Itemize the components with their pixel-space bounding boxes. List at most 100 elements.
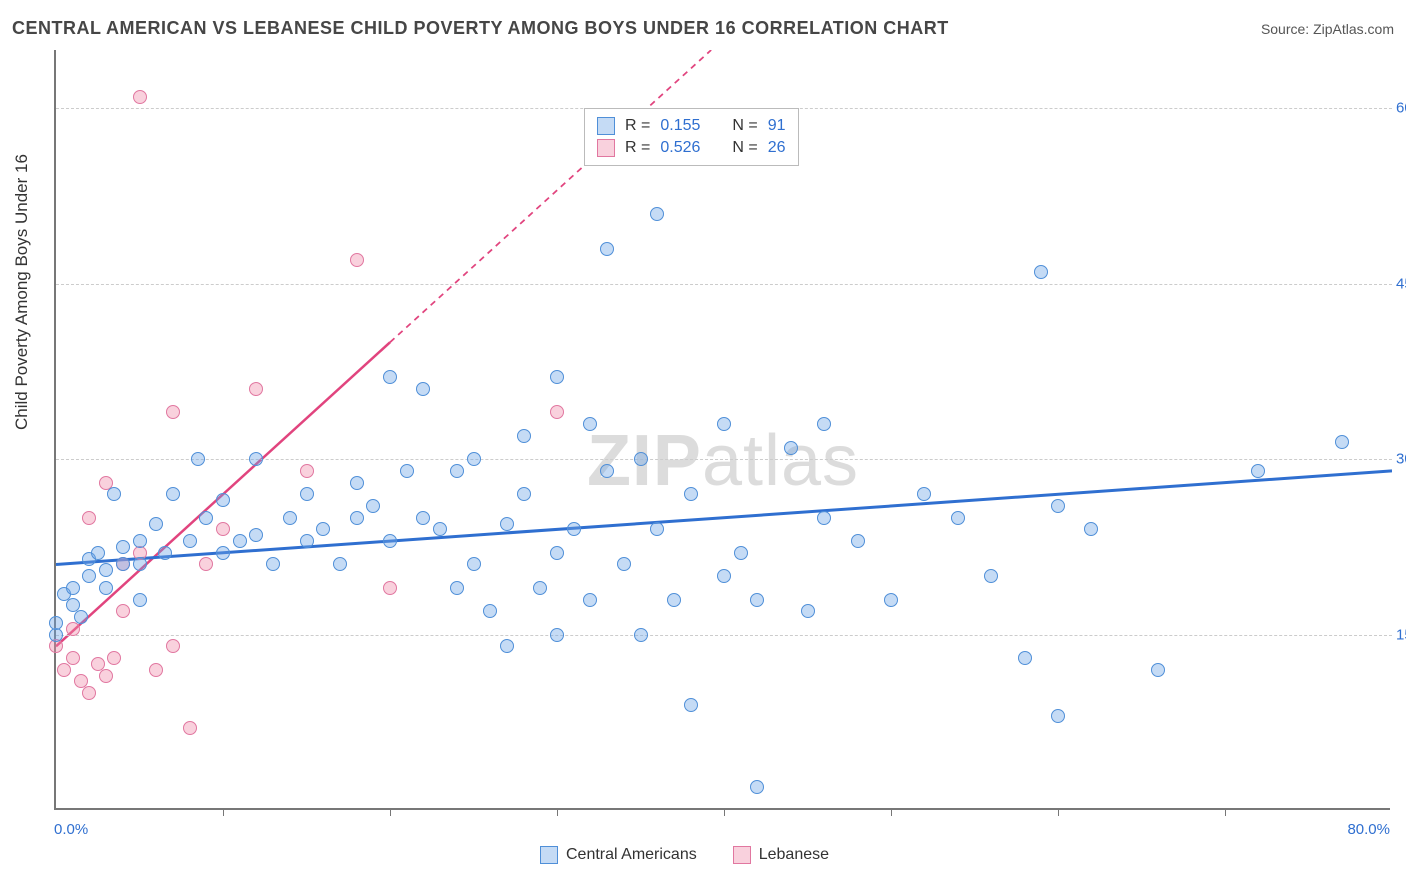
scatter-point-central <box>500 639 514 653</box>
scatter-point-central <box>517 487 531 501</box>
scatter-point-central <box>650 522 664 536</box>
stats-n-label: N = <box>732 117 757 135</box>
x-tick-mark <box>1058 808 1059 816</box>
stats-row-central: R = 0.155 N = 91 <box>597 115 786 137</box>
x-tick-mark <box>390 808 391 816</box>
scatter-point-lebanese <box>249 382 263 396</box>
scatter-point-lebanese <box>300 464 314 478</box>
plot-wrap: ZIPatlas 15.0%30.0%45.0%60.0% 0.0% 80.0%… <box>54 50 1390 810</box>
scatter-point-central <box>116 540 130 554</box>
scatter-point-lebanese <box>550 405 564 419</box>
scatter-point-central <box>266 557 280 571</box>
scatter-point-lebanese <box>82 511 96 525</box>
scatter-point-central <box>483 604 497 618</box>
scatter-point-central <box>49 616 63 630</box>
scatter-point-central <box>233 534 247 548</box>
scatter-point-central <box>1251 464 1265 478</box>
scatter-point-lebanese <box>149 663 163 677</box>
scatter-point-central <box>617 557 631 571</box>
x-axis-min-label: 0.0% <box>54 821 88 838</box>
scatter-point-central <box>583 417 597 431</box>
scatter-point-central <box>99 581 113 595</box>
scatter-point-central <box>249 452 263 466</box>
scatter-point-central <box>158 546 172 560</box>
bottom-legend: Central Americans Lebanese <box>540 846 829 864</box>
stats-n-value-central: 91 <box>768 117 786 135</box>
scatter-point-central <box>99 563 113 577</box>
scatter-point-lebanese <box>57 663 71 677</box>
scatter-point-central <box>533 581 547 595</box>
stats-box: R = 0.155 N = 91 R = 0.526 N = 26 <box>584 108 799 166</box>
scatter-point-central <box>984 569 998 583</box>
scatter-point-central <box>1335 435 1349 449</box>
stats-n-value-lebanese: 26 <box>768 139 786 157</box>
scatter-point-lebanese <box>99 669 113 683</box>
scatter-point-central <box>416 382 430 396</box>
scatter-point-central <box>917 487 931 501</box>
scatter-point-central <box>350 476 364 490</box>
stats-row-lebanese: R = 0.526 N = 26 <box>597 137 786 159</box>
scatter-point-central <box>316 522 330 536</box>
scatter-point-central <box>450 464 464 478</box>
legend-label-lebanese: Lebanese <box>759 846 829 864</box>
scatter-point-central <box>684 698 698 712</box>
scatter-point-central <box>91 546 105 560</box>
scatter-point-central <box>74 610 88 624</box>
stats-r-label: R = <box>625 139 650 157</box>
scatter-point-central <box>400 464 414 478</box>
y-tick-label: 30.0% <box>1396 451 1406 468</box>
scatter-point-central <box>199 511 213 525</box>
scatter-point-central <box>383 534 397 548</box>
scatter-point-lebanese <box>350 253 364 267</box>
swatch-central <box>597 117 615 135</box>
scatter-point-central <box>884 593 898 607</box>
scatter-point-lebanese <box>383 581 397 595</box>
scatter-point-central <box>450 581 464 595</box>
scatter-point-central <box>550 370 564 384</box>
scatter-point-central <box>283 511 297 525</box>
scatter-point-central <box>166 487 180 501</box>
scatter-point-central <box>1051 709 1065 723</box>
scatter-point-central <box>249 528 263 542</box>
scatter-point-lebanese <box>66 622 80 636</box>
scatter-point-central <box>717 569 731 583</box>
scatter-point-central <box>1151 663 1165 677</box>
scatter-point-central <box>82 569 96 583</box>
scatter-point-central <box>817 511 831 525</box>
scatter-point-lebanese <box>82 686 96 700</box>
scatter-point-lebanese <box>166 639 180 653</box>
scatter-point-central <box>350 511 364 525</box>
scatter-point-central <box>951 511 965 525</box>
scatter-point-central <box>1018 651 1032 665</box>
legend-item-lebanese: Lebanese <box>733 846 829 864</box>
scatter-point-central <box>467 452 481 466</box>
scatter-point-lebanese <box>199 557 213 571</box>
y-tick-label: 60.0% <box>1396 100 1406 117</box>
x-tick-mark <box>1225 808 1226 816</box>
scatter-point-central <box>416 511 430 525</box>
scatter-point-lebanese <box>66 651 80 665</box>
scatter-point-central <box>567 522 581 536</box>
scatter-point-central <box>133 593 147 607</box>
scatter-point-central <box>634 452 648 466</box>
scatter-point-central <box>734 546 748 560</box>
legend-label-central: Central Americans <box>566 846 697 864</box>
scatter-point-central <box>107 487 121 501</box>
scatter-point-central <box>684 487 698 501</box>
scatter-point-central <box>634 628 648 642</box>
scatter-point-central <box>433 522 447 536</box>
watermark: ZIPatlas <box>587 420 859 502</box>
scatter-point-central <box>550 546 564 560</box>
scatter-point-central <box>583 593 597 607</box>
scatter-point-central <box>66 581 80 595</box>
chart-source: Source: ZipAtlas.com <box>1261 21 1394 37</box>
legend-swatch-central <box>540 846 558 864</box>
scatter-point-central <box>851 534 865 548</box>
scatter-point-central <box>750 780 764 794</box>
stats-r-value-lebanese: 0.526 <box>660 139 700 157</box>
scatter-point-lebanese <box>107 651 121 665</box>
legend-item-central: Central Americans <box>540 846 697 864</box>
scatter-point-central <box>500 517 514 531</box>
stats-r-label: R = <box>625 117 650 135</box>
scatter-point-central <box>191 452 205 466</box>
